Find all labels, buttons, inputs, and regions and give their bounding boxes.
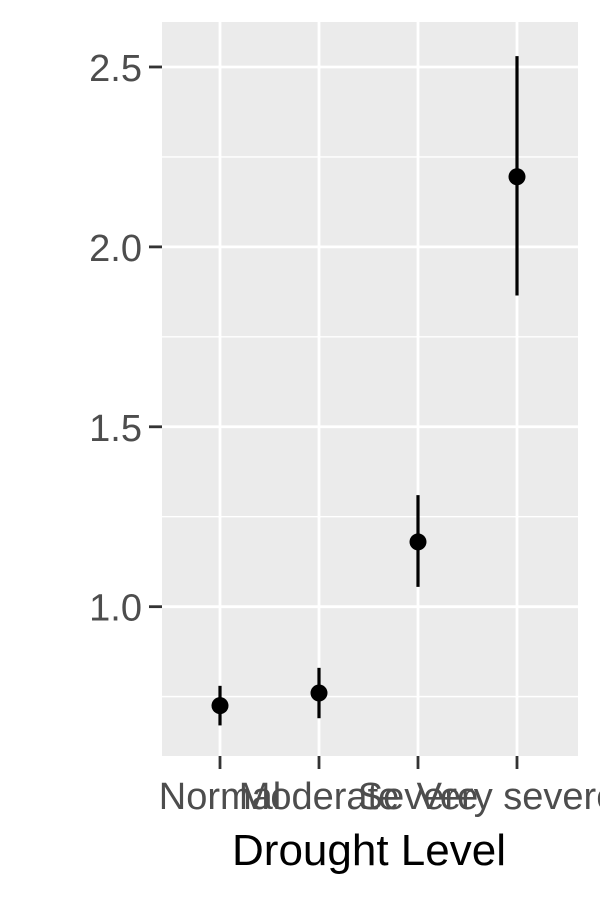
x-axis-title: Drought Level — [232, 826, 506, 875]
y-axis: 1.0 1.5 2.0 2.5 — [89, 48, 162, 630]
y-tick-label: 2.5 — [89, 48, 142, 90]
y-tick-label: 1.5 — [89, 408, 142, 450]
data-point — [311, 685, 328, 702]
data-point — [410, 533, 427, 550]
data-point — [212, 697, 229, 714]
y-tick-label: 2.0 — [89, 228, 142, 270]
y-tick-label: 1.0 — [89, 588, 142, 630]
x-tick-label: Very severe — [417, 776, 600, 818]
data-point — [509, 168, 526, 185]
